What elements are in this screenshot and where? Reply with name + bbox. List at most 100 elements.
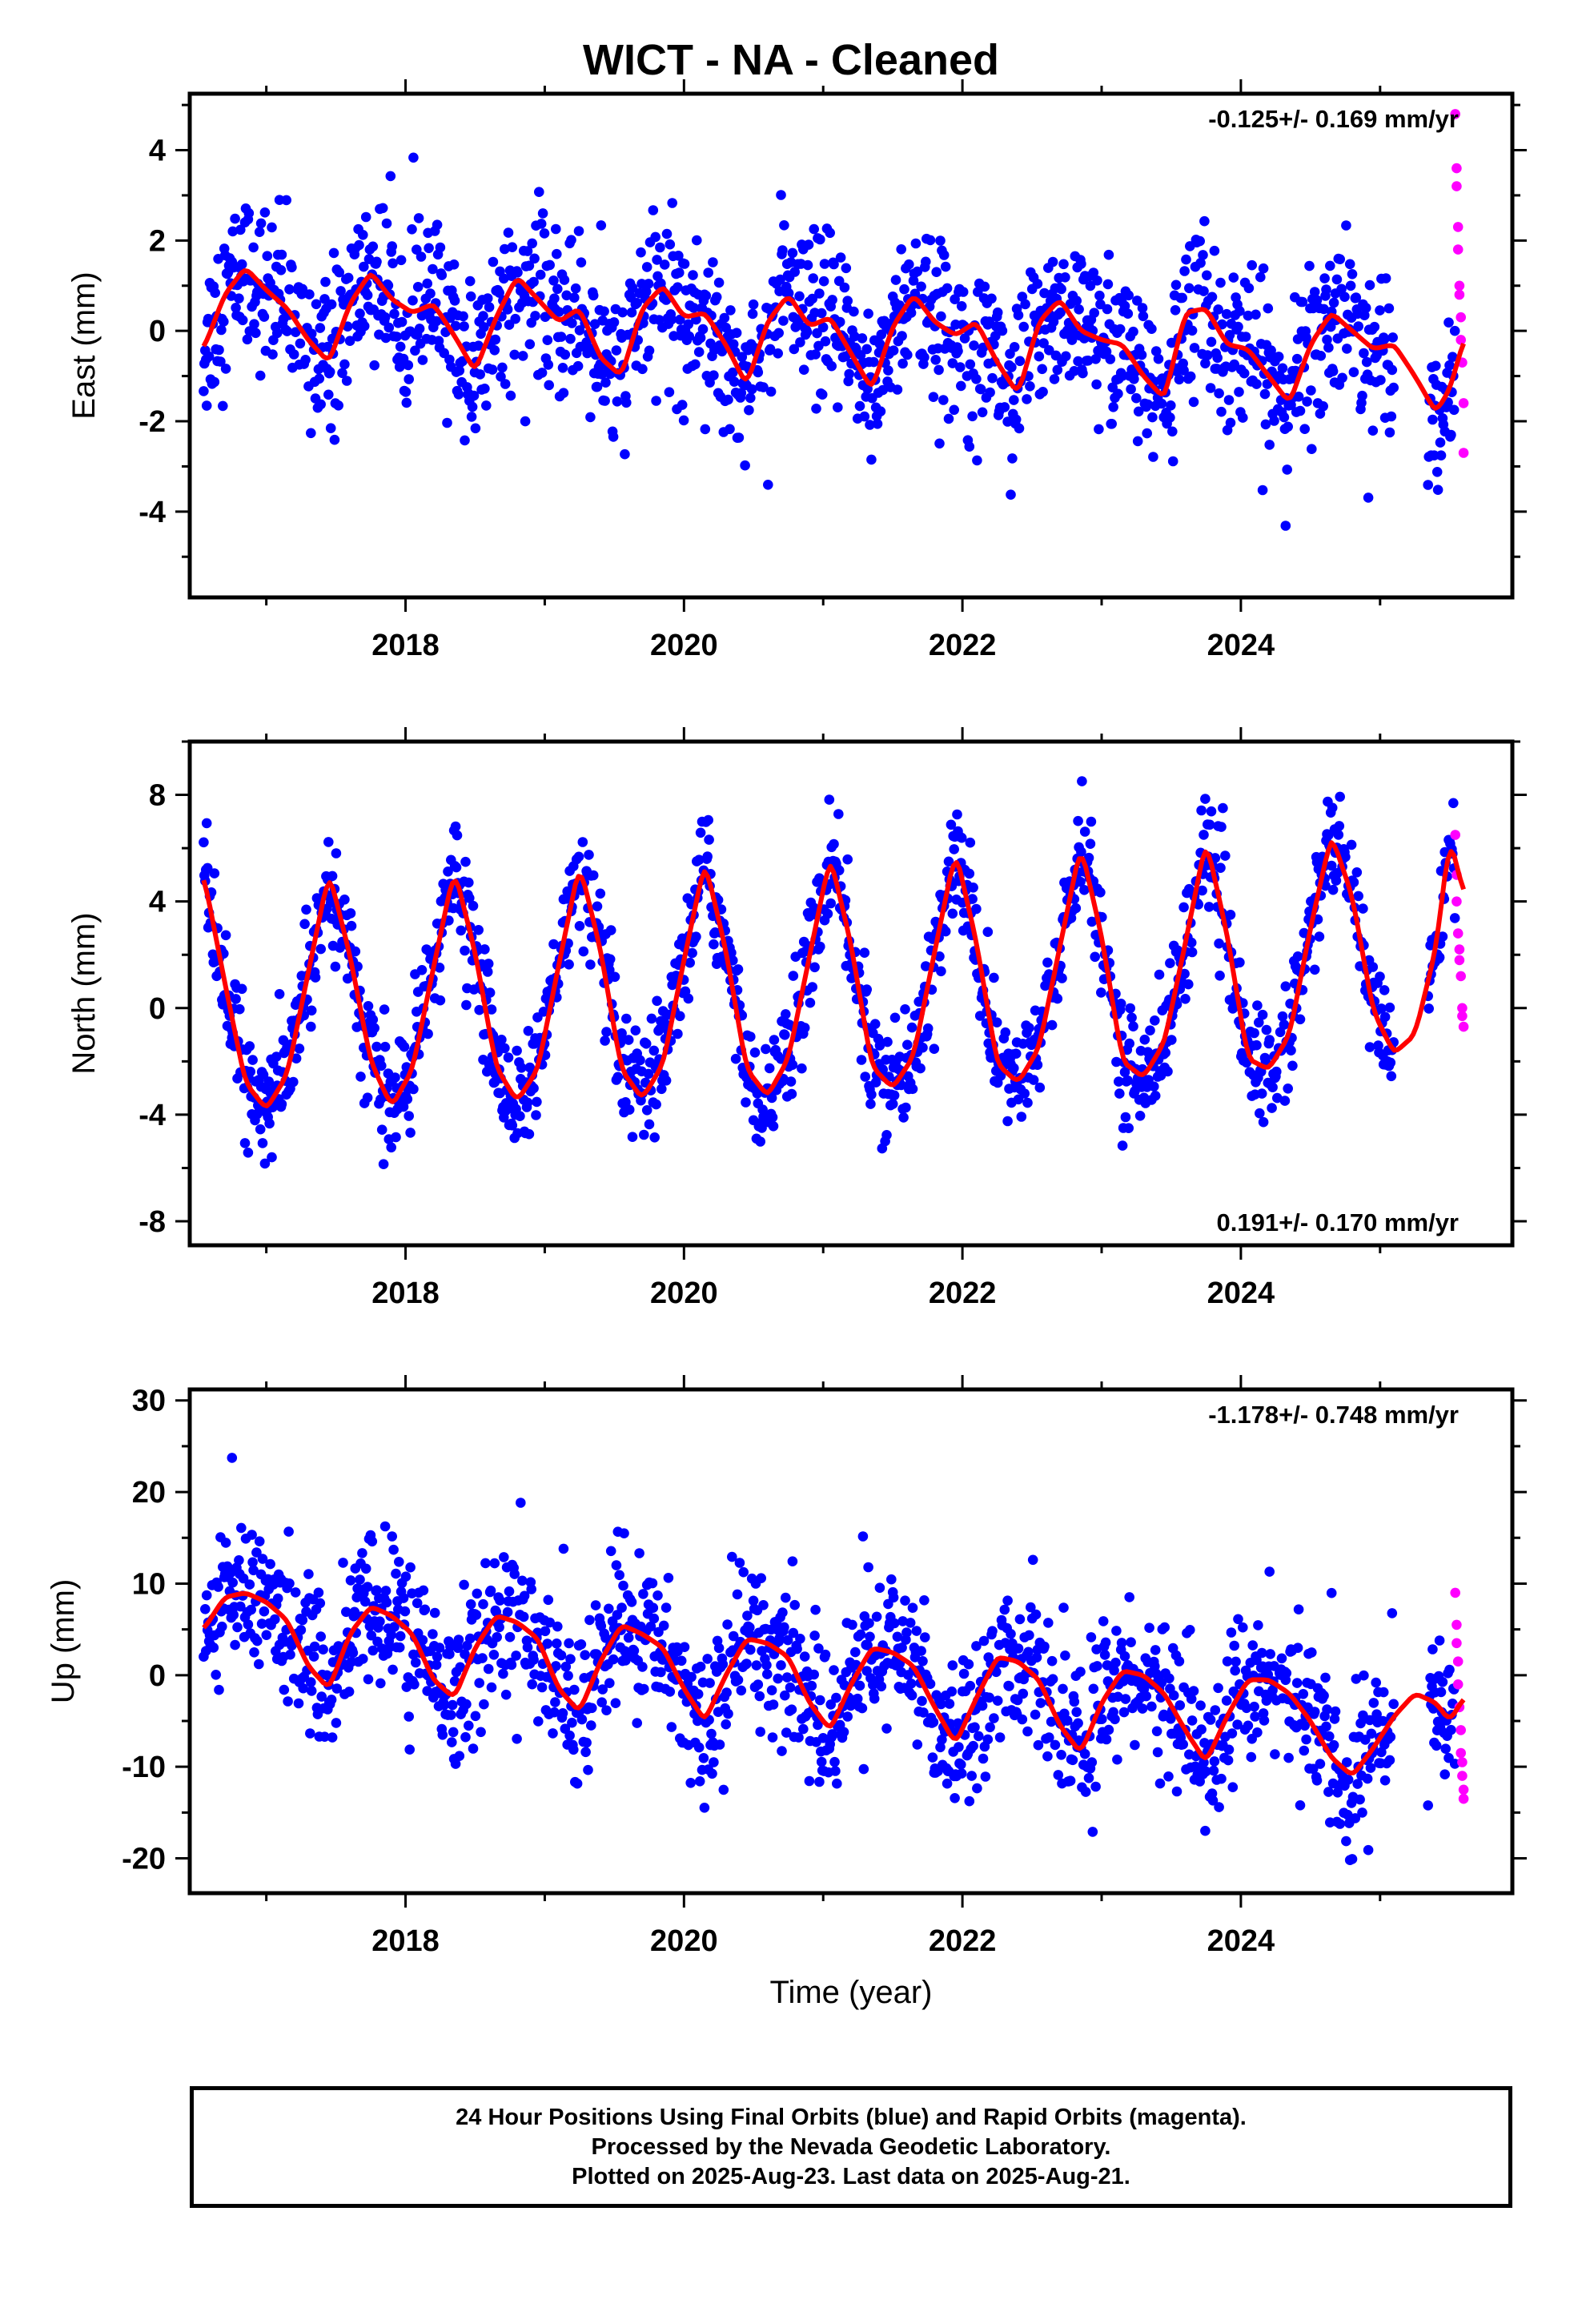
final-orbit-point (664, 387, 675, 398)
final-orbit-point (239, 1138, 251, 1148)
final-orbit-point (638, 1589, 648, 1599)
final-orbit-point (713, 277, 725, 288)
final-orbit-point (1256, 1647, 1267, 1659)
final-orbit-point (917, 1695, 927, 1707)
final-orbit-point (271, 328, 283, 339)
final-orbit-point (1055, 307, 1066, 318)
final-orbit-point (1178, 1739, 1188, 1750)
final-orbit-point (813, 1643, 824, 1654)
final-orbit-point (1226, 1627, 1237, 1638)
final-orbit-point (723, 394, 733, 405)
final-orbit-point (1141, 1691, 1151, 1702)
final-orbit-point (1024, 1023, 1034, 1033)
final-orbit-point (460, 1731, 471, 1743)
final-orbit-point (1437, 931, 1448, 942)
final-orbit-point (858, 1763, 869, 1775)
final-orbit-point (322, 1670, 332, 1681)
final-orbit-point (695, 1661, 706, 1672)
final-orbit-point (952, 809, 962, 820)
final-orbit-point (1130, 1739, 1140, 1751)
final-orbit-point (627, 1132, 638, 1142)
final-orbit-point (820, 336, 831, 347)
final-orbit-point (1069, 366, 1080, 376)
final-orbit-point (1206, 336, 1217, 348)
final-orbit-point (1214, 388, 1224, 399)
final-orbit-point (916, 1646, 926, 1656)
final-orbit-point (509, 349, 520, 360)
final-orbit-point (1134, 1111, 1146, 1121)
final-orbit-point (773, 328, 784, 339)
final-orbit-point (1243, 310, 1254, 321)
final-orbit-point (1009, 1063, 1019, 1074)
final-orbit-point (357, 1548, 367, 1558)
final-orbit-point (1186, 1694, 1197, 1704)
final-orbit-point (830, 1766, 841, 1776)
final-orbit-point (218, 400, 228, 412)
final-orbit-point (1292, 334, 1303, 344)
final-orbit-point (214, 1684, 224, 1695)
final-orbit-point (459, 1579, 469, 1590)
final-orbit-point (1360, 303, 1371, 313)
final-orbit-point (1440, 1743, 1451, 1754)
final-orbit-point (248, 1565, 259, 1576)
final-orbit-point (783, 287, 794, 299)
final-orbit-point (1060, 1651, 1070, 1661)
final-orbit-point (576, 1639, 587, 1650)
final-orbit-point (1203, 350, 1213, 360)
final-orbit-point (1207, 292, 1218, 303)
final-orbit-point (367, 1014, 379, 1025)
final-orbit-point (1179, 968, 1190, 979)
final-orbit-point (697, 324, 709, 335)
final-orbit-point (390, 1072, 400, 1083)
final-orbit-point (1345, 280, 1356, 292)
final-orbit-point (360, 211, 371, 223)
final-orbit-point (1295, 1014, 1306, 1025)
final-orbit-point (1446, 1724, 1456, 1735)
final-orbit-point (1279, 1019, 1290, 1030)
final-orbit-point (589, 319, 600, 330)
final-orbit-point (1132, 296, 1142, 306)
final-orbit-point (460, 945, 470, 956)
final-orbit-point (1311, 295, 1323, 306)
final-orbit-point (519, 1590, 530, 1602)
final-orbit-point (781, 1672, 793, 1683)
final-orbit-point (861, 984, 872, 995)
final-orbit-point (1020, 299, 1030, 310)
final-orbit-point (659, 1018, 670, 1028)
final-orbit-point (695, 332, 706, 344)
final-orbit-point (550, 1697, 560, 1707)
final-orbit-point (1010, 1048, 1022, 1059)
final-orbit-point (487, 364, 498, 375)
final-orbit-point (1080, 1787, 1091, 1797)
final-orbit-point (605, 1546, 616, 1557)
final-orbit-point (1006, 362, 1017, 372)
final-orbit-point (1319, 304, 1329, 315)
final-orbit-point (522, 1642, 533, 1653)
final-orbit-point (1350, 1813, 1361, 1823)
final-orbit-point (834, 316, 845, 328)
final-orbit-point (379, 312, 391, 323)
final-orbit-point (308, 1651, 319, 1662)
final-orbit-point (1273, 352, 1284, 362)
rapid-orbit-point (1454, 955, 1465, 966)
final-orbit-point (799, 1023, 810, 1033)
final-orbit-point (620, 1097, 631, 1108)
final-orbit-point (242, 334, 253, 345)
final-orbit-point (1444, 360, 1455, 371)
final-orbit-point (1241, 1703, 1252, 1714)
north-final-orbit-points (199, 776, 1460, 1169)
final-orbit-point (616, 1602, 627, 1613)
final-orbit-point (694, 1776, 705, 1787)
final-orbit-point (773, 348, 783, 359)
final-orbit-point (856, 1055, 867, 1065)
final-orbit-point (1199, 830, 1209, 840)
final-orbit-point (398, 1593, 409, 1603)
final-orbit-point (564, 959, 574, 970)
final-orbit-point (588, 870, 599, 881)
final-orbit-point (251, 1547, 262, 1558)
final-orbit-point (424, 243, 434, 254)
east-final-orbit-points (199, 152, 1460, 531)
final-orbit-point (295, 338, 306, 349)
final-orbit-point (1065, 1775, 1076, 1786)
final-orbit-point (1022, 1097, 1033, 1108)
